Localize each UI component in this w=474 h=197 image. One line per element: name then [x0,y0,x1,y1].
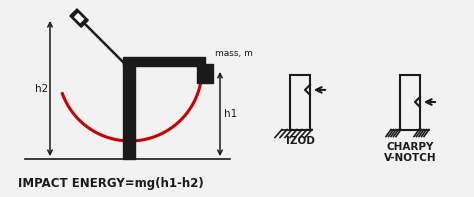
Bar [197,64,213,83]
Polygon shape [73,12,85,24]
Text: IMPACT ENERGY=mg(h1-h2): IMPACT ENERGY=mg(h1-h2) [18,177,204,190]
Bar [400,74,420,129]
Bar [290,74,310,129]
Text: IZOD: IZOD [285,137,314,147]
Polygon shape [70,9,88,27]
Text: CHARPY
V-NOTCH: CHARPY V-NOTCH [383,141,436,163]
Text: h2: h2 [35,84,48,94]
Bar [123,63,135,159]
Text: mass, m: mass, m [215,48,253,58]
Text: h1: h1 [224,109,237,119]
Bar [123,57,205,66]
